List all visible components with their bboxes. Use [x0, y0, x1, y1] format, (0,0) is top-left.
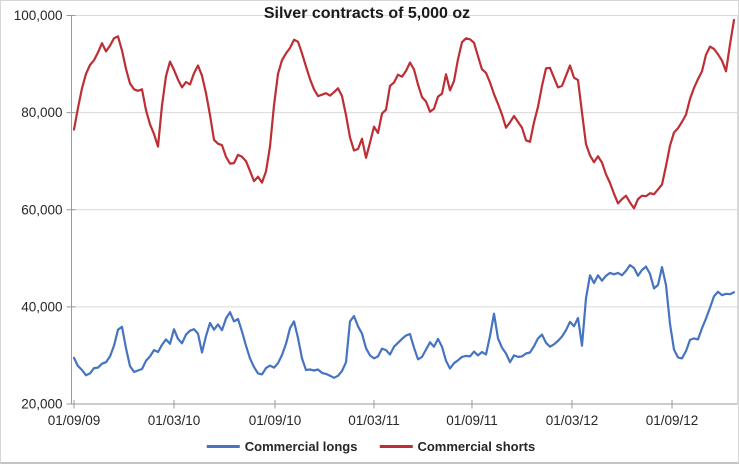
chart-title: Silver contracts of 5,000 oz	[263, 5, 471, 22]
y-tick-label: 40,000	[21, 299, 62, 314]
x-tick-label: 01/09/10	[249, 413, 302, 428]
x-tick-label: 01/03/11	[348, 413, 400, 428]
legend: Commercial longs Commercial shorts	[206, 439, 535, 454]
x-tick-label: 01/09/11	[446, 413, 498, 428]
shorts-line-swatch-icon	[379, 445, 413, 448]
y-tick-label: 60,000	[21, 202, 62, 217]
x-tick-label: 01/09/09	[48, 413, 101, 428]
legend-item-commercial-longs: Commercial longs	[206, 439, 358, 454]
y-tick-label: 80,000	[21, 105, 62, 120]
x-tick-label: 01/03/12	[546, 413, 599, 428]
legend-item-commercial-shorts: Commercial shorts	[379, 439, 535, 454]
legend-label-commercial-shorts: Commercial shorts	[417, 439, 536, 454]
series-line-commercial-shorts	[72, 18, 736, 210]
y-tick-label: 20,000	[21, 397, 62, 412]
longs-line-swatch-icon	[206, 445, 240, 448]
y-tick-label: 100,000	[14, 8, 63, 23]
series-line-commercial-longs	[72, 264, 736, 379]
x-tick-label: 01/09/12	[646, 413, 699, 428]
x-tick-label: 01/03/10	[148, 413, 201, 428]
legend-label-commercial-longs: Commercial longs	[244, 439, 358, 454]
